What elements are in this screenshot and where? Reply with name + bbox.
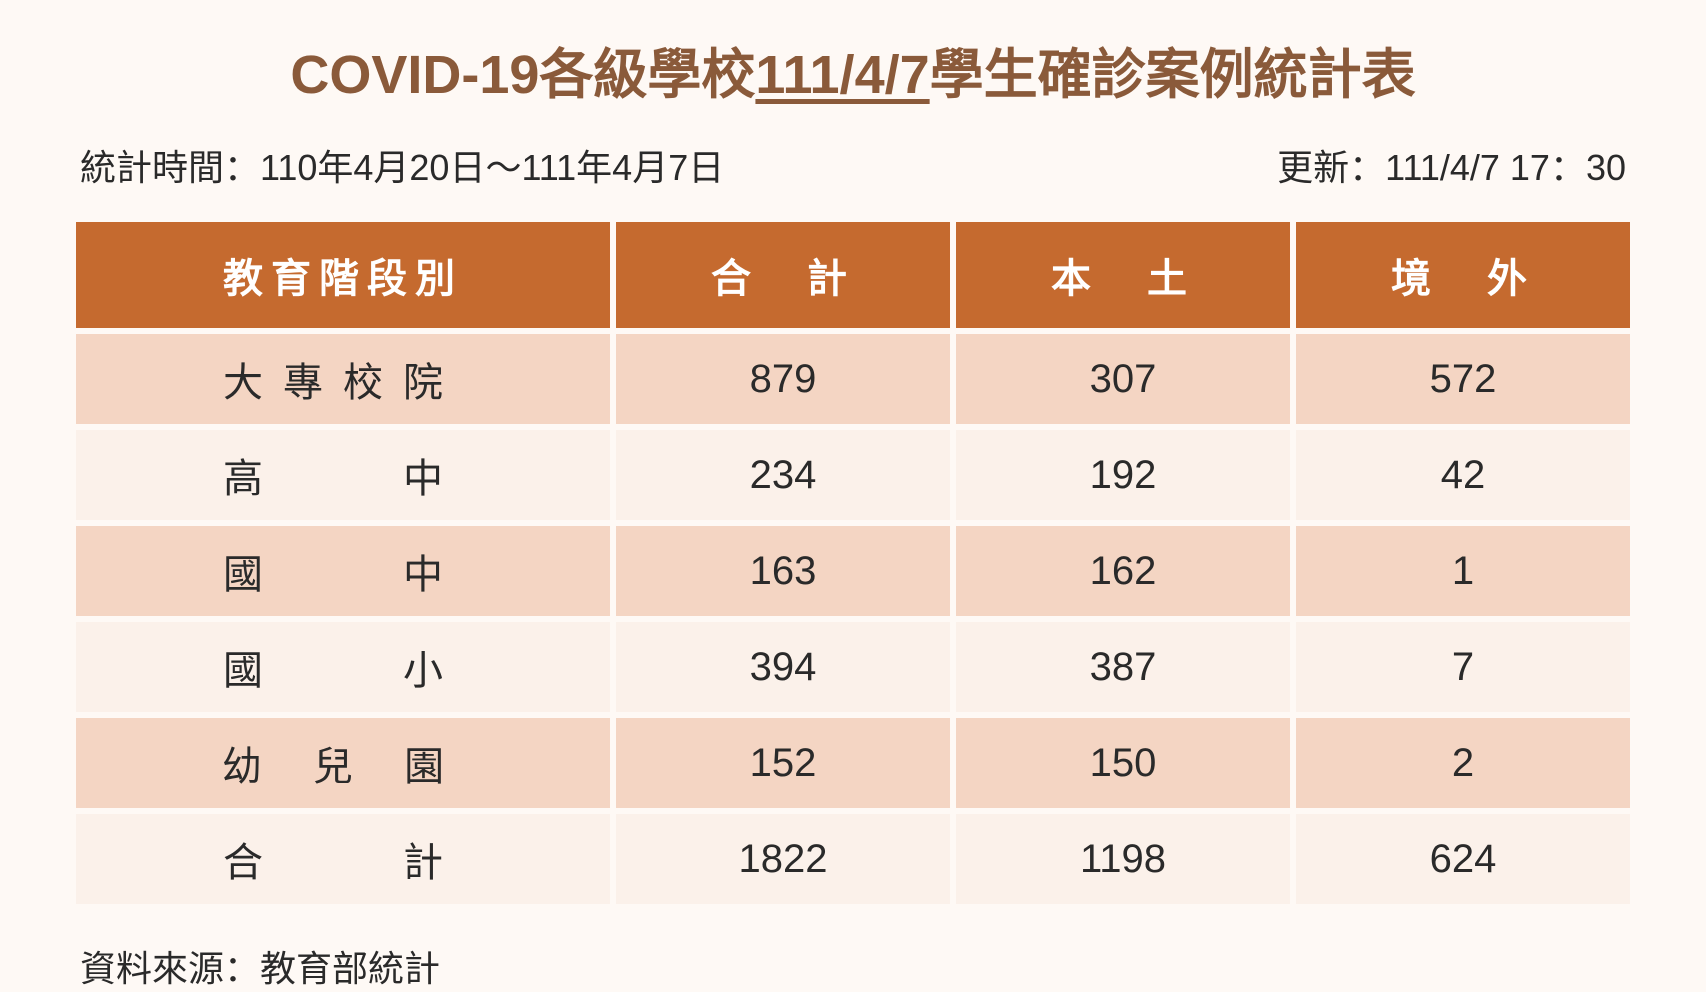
table-row: 合 計 1822 1198 624 [76,814,1630,904]
table-row: 高 中 234 192 42 [76,430,1630,520]
cell-total: 394 [616,622,950,712]
cell-local: 387 [956,622,1290,712]
subtitle-period: 統計時間：110年4月20日～111年4月7日 [80,139,724,191]
cell-local: 162 [956,526,1290,616]
table-row: 國 小 394 387 7 [76,622,1630,712]
subtitle-row: 統計時間：110年4月20日～111年4月7日 更新：111/4/7 17：30 [70,139,1636,191]
cell-local: 192 [956,430,1290,520]
cell-overseas: 2 [1296,718,1630,808]
row-label: 幼 兒 園 [76,718,610,808]
page-title: COVID-19各級學校111/4/7學生確診案例統計表 [70,30,1636,109]
col-header-overseas: 境 外 [1296,222,1630,328]
table-row: 幼 兒 園 152 150 2 [76,718,1630,808]
row-label: 合 計 [76,814,610,904]
cell-overseas: 1 [1296,526,1630,616]
table-row: 大專校院 879 307 572 [76,334,1630,424]
cell-local: 150 [956,718,1290,808]
cell-overseas: 42 [1296,430,1630,520]
cell-local: 307 [956,334,1290,424]
cell-overseas: 7 [1296,622,1630,712]
cell-overseas: 624 [1296,814,1630,904]
title-date: 111/4/7 [755,45,929,105]
title-suffix: 學生確診案例統計表 [930,45,1416,105]
col-header-level: 教育階段別 [76,222,610,328]
cell-total: 234 [616,430,950,520]
row-label: 大專校院 [76,334,610,424]
col-header-total: 合 計 [616,222,950,328]
statistics-table: 教育階段別 合 計 本 土 境 外 大專校院 879 307 572 高 中 2… [70,216,1636,910]
title-prefix: COVID-19各級學校 [290,45,755,105]
table-header-row: 教育階段別 合 計 本 土 境 外 [76,222,1630,328]
cell-overseas: 572 [1296,334,1630,424]
row-label: 國 小 [76,622,610,712]
subtitle-updated: 更新：111/4/7 17：30 [1277,139,1626,191]
cell-total: 152 [616,718,950,808]
cell-total: 1822 [616,814,950,904]
cell-total: 163 [616,526,950,616]
row-label: 高 中 [76,430,610,520]
table-row: 國 中 163 162 1 [76,526,1630,616]
row-label: 國 中 [76,526,610,616]
footer-source: 資料來源：教育部統計 [70,940,1636,992]
col-header-local: 本 土 [956,222,1290,328]
cell-local: 1198 [956,814,1290,904]
cell-total: 879 [616,334,950,424]
